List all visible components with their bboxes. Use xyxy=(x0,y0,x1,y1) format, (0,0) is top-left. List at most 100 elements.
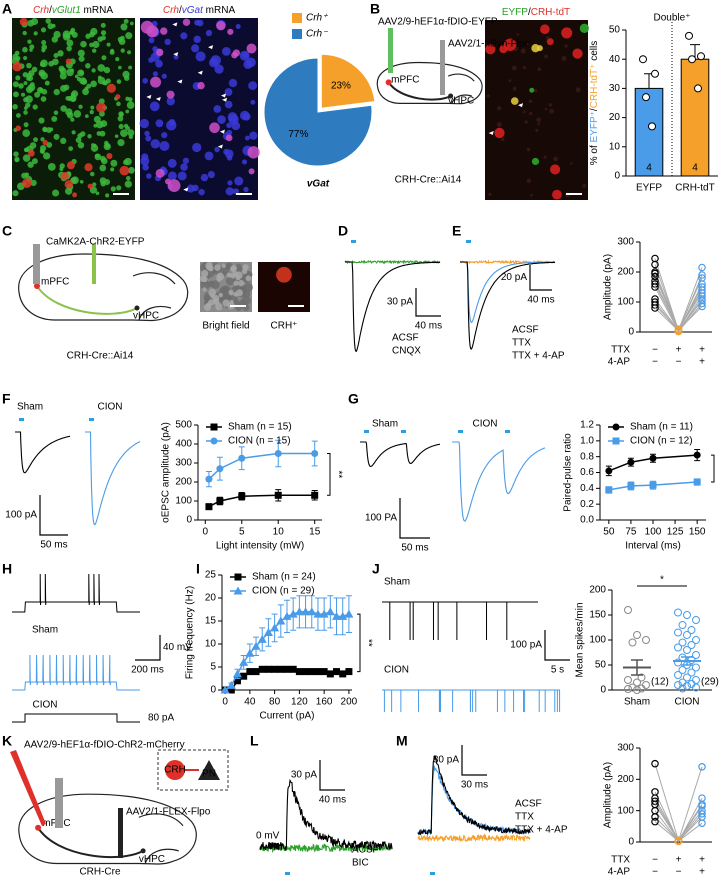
arrowhead xyxy=(488,131,494,136)
cell xyxy=(106,83,116,93)
cell xyxy=(128,166,135,174)
data-point xyxy=(642,636,650,644)
marker xyxy=(311,491,319,499)
cell xyxy=(90,27,98,36)
cell xyxy=(52,189,60,197)
data-point xyxy=(678,638,687,647)
cell xyxy=(214,64,224,74)
cell xyxy=(38,117,45,124)
cell xyxy=(225,187,234,196)
vhpc-dot xyxy=(140,848,146,854)
cell xyxy=(101,80,107,86)
data-point xyxy=(692,663,700,672)
cell xyxy=(213,105,222,113)
cell xyxy=(537,67,542,72)
cell xyxy=(120,129,128,137)
scale-bar xyxy=(415,288,441,317)
cell xyxy=(180,163,188,171)
table-sign: + xyxy=(676,855,682,866)
cell xyxy=(126,50,132,55)
cell xyxy=(100,22,106,28)
trace xyxy=(417,833,531,843)
cell xyxy=(79,179,84,184)
region-label: vHPC xyxy=(448,96,474,107)
label-part: mRNA xyxy=(203,5,236,16)
marker xyxy=(288,609,298,618)
y-tick-label: 100 xyxy=(589,635,606,646)
cell xyxy=(243,59,253,69)
cell xyxy=(129,21,134,26)
cell xyxy=(582,183,587,188)
marker xyxy=(649,481,657,489)
cell xyxy=(92,182,97,187)
cell xyxy=(51,36,59,43)
label-part: Crh xyxy=(33,5,50,16)
cell xyxy=(106,153,113,160)
cell xyxy=(53,110,59,116)
cell xyxy=(164,38,171,46)
legend-label: Sham (n = 15) xyxy=(228,422,292,433)
panel-label: B xyxy=(370,1,380,17)
cell xyxy=(59,85,67,92)
cell xyxy=(48,60,55,67)
mpfc-dot xyxy=(34,283,40,289)
cell xyxy=(182,18,191,26)
cell xyxy=(16,113,21,118)
scale-label: 40 mV xyxy=(163,642,192,653)
cell xyxy=(22,55,28,61)
cell xyxy=(511,65,517,71)
trace xyxy=(259,778,393,851)
stimulus-marker xyxy=(430,872,435,875)
legend-label: Sham (n = 24) xyxy=(252,572,316,583)
y-axis-label: % of EYFP⁺/CRH-tdT⁺ cells xyxy=(589,41,600,166)
data-point xyxy=(639,55,647,64)
y-tick-label: 0 xyxy=(600,685,606,696)
cell xyxy=(234,176,244,186)
y-tick-label: 15 xyxy=(205,616,217,627)
cell xyxy=(109,49,115,55)
legend-label: TTX + 4-AP xyxy=(512,351,565,362)
value-label: 77% xyxy=(288,129,308,140)
cell xyxy=(103,66,111,74)
data-point xyxy=(694,84,702,93)
data-point xyxy=(687,641,696,649)
stimulus-marker xyxy=(364,430,369,433)
cell xyxy=(544,107,548,111)
cell xyxy=(161,132,168,139)
cell xyxy=(23,122,29,128)
cell xyxy=(23,110,28,115)
x-axis-label: Light intensity (mW) xyxy=(216,541,304,552)
cell xyxy=(85,33,91,39)
cell xyxy=(503,38,517,51)
cell xyxy=(228,289,234,295)
cell xyxy=(18,83,24,89)
cell xyxy=(28,70,35,77)
cell xyxy=(148,37,155,44)
trace-label: CION xyxy=(33,700,58,711)
cell xyxy=(85,63,91,69)
y-tick-label: 10 xyxy=(205,639,217,650)
marker xyxy=(320,668,328,676)
scale-label: 100 pA xyxy=(510,640,542,651)
marker xyxy=(693,478,701,486)
value-label: 23% xyxy=(331,81,351,92)
cell xyxy=(64,180,74,189)
cell xyxy=(39,61,46,67)
cell xyxy=(44,80,50,86)
pn-cell xyxy=(198,760,220,780)
panel-label: A xyxy=(2,1,12,17)
legend-label: CION (n = 29) xyxy=(252,586,315,597)
cell xyxy=(39,145,47,152)
marker xyxy=(326,670,334,678)
arrowhead xyxy=(172,22,178,27)
cell xyxy=(15,75,21,81)
arrowhead xyxy=(177,79,183,84)
y-tick-label: 0 xyxy=(628,837,634,848)
cell xyxy=(232,188,239,195)
projection xyxy=(387,81,452,101)
pie-slice xyxy=(263,57,373,167)
marker xyxy=(282,611,292,620)
bar xyxy=(634,87,664,177)
cell xyxy=(123,18,129,24)
scale-bar xyxy=(39,495,68,536)
